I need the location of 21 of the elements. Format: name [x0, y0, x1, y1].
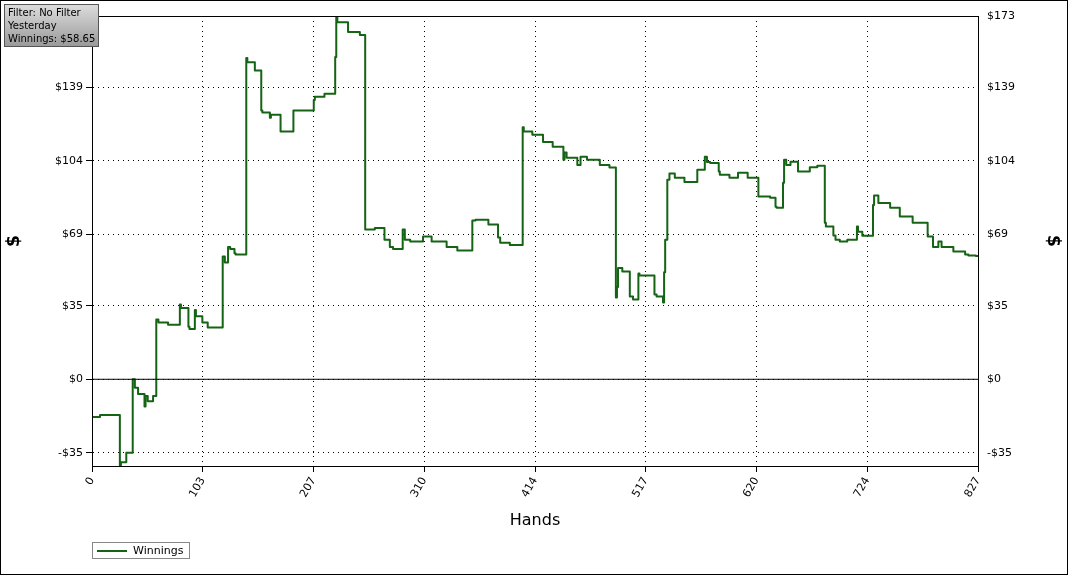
x-tick-label: 0 [82, 474, 98, 488]
y2-tick-label: $35 [987, 298, 1008, 312]
y2-tick-label: $139 [987, 80, 1015, 94]
y-tick-label: $35 [62, 298, 83, 312]
y2-axis-title: $ [1044, 235, 1065, 247]
y-tick-label: $69 [62, 227, 83, 241]
y-tick-label: $139 [55, 80, 83, 94]
x-axis-title: Hands [509, 509, 561, 529]
text: Filter: No Filter [8, 6, 82, 19]
y2-tick-label: $173 [987, 8, 1015, 22]
y2-tick-label: $0 [987, 372, 1001, 386]
y-tick-label: $0 [69, 372, 83, 386]
y-tick-label: $104 [55, 153, 83, 167]
y2-tick-label: $69 [987, 227, 1008, 241]
y2-tick-label: -$35 [987, 445, 1012, 459]
y2-tick-label: $104 [987, 153, 1015, 167]
text: Yesterday [8, 19, 58, 32]
y-axis-title: $ [2, 235, 23, 247]
y-tick-label: -$35 [58, 445, 83, 459]
legend-label: Winnings [133, 544, 184, 557]
annotation: Winnings: $58.65 [8, 32, 96, 45]
